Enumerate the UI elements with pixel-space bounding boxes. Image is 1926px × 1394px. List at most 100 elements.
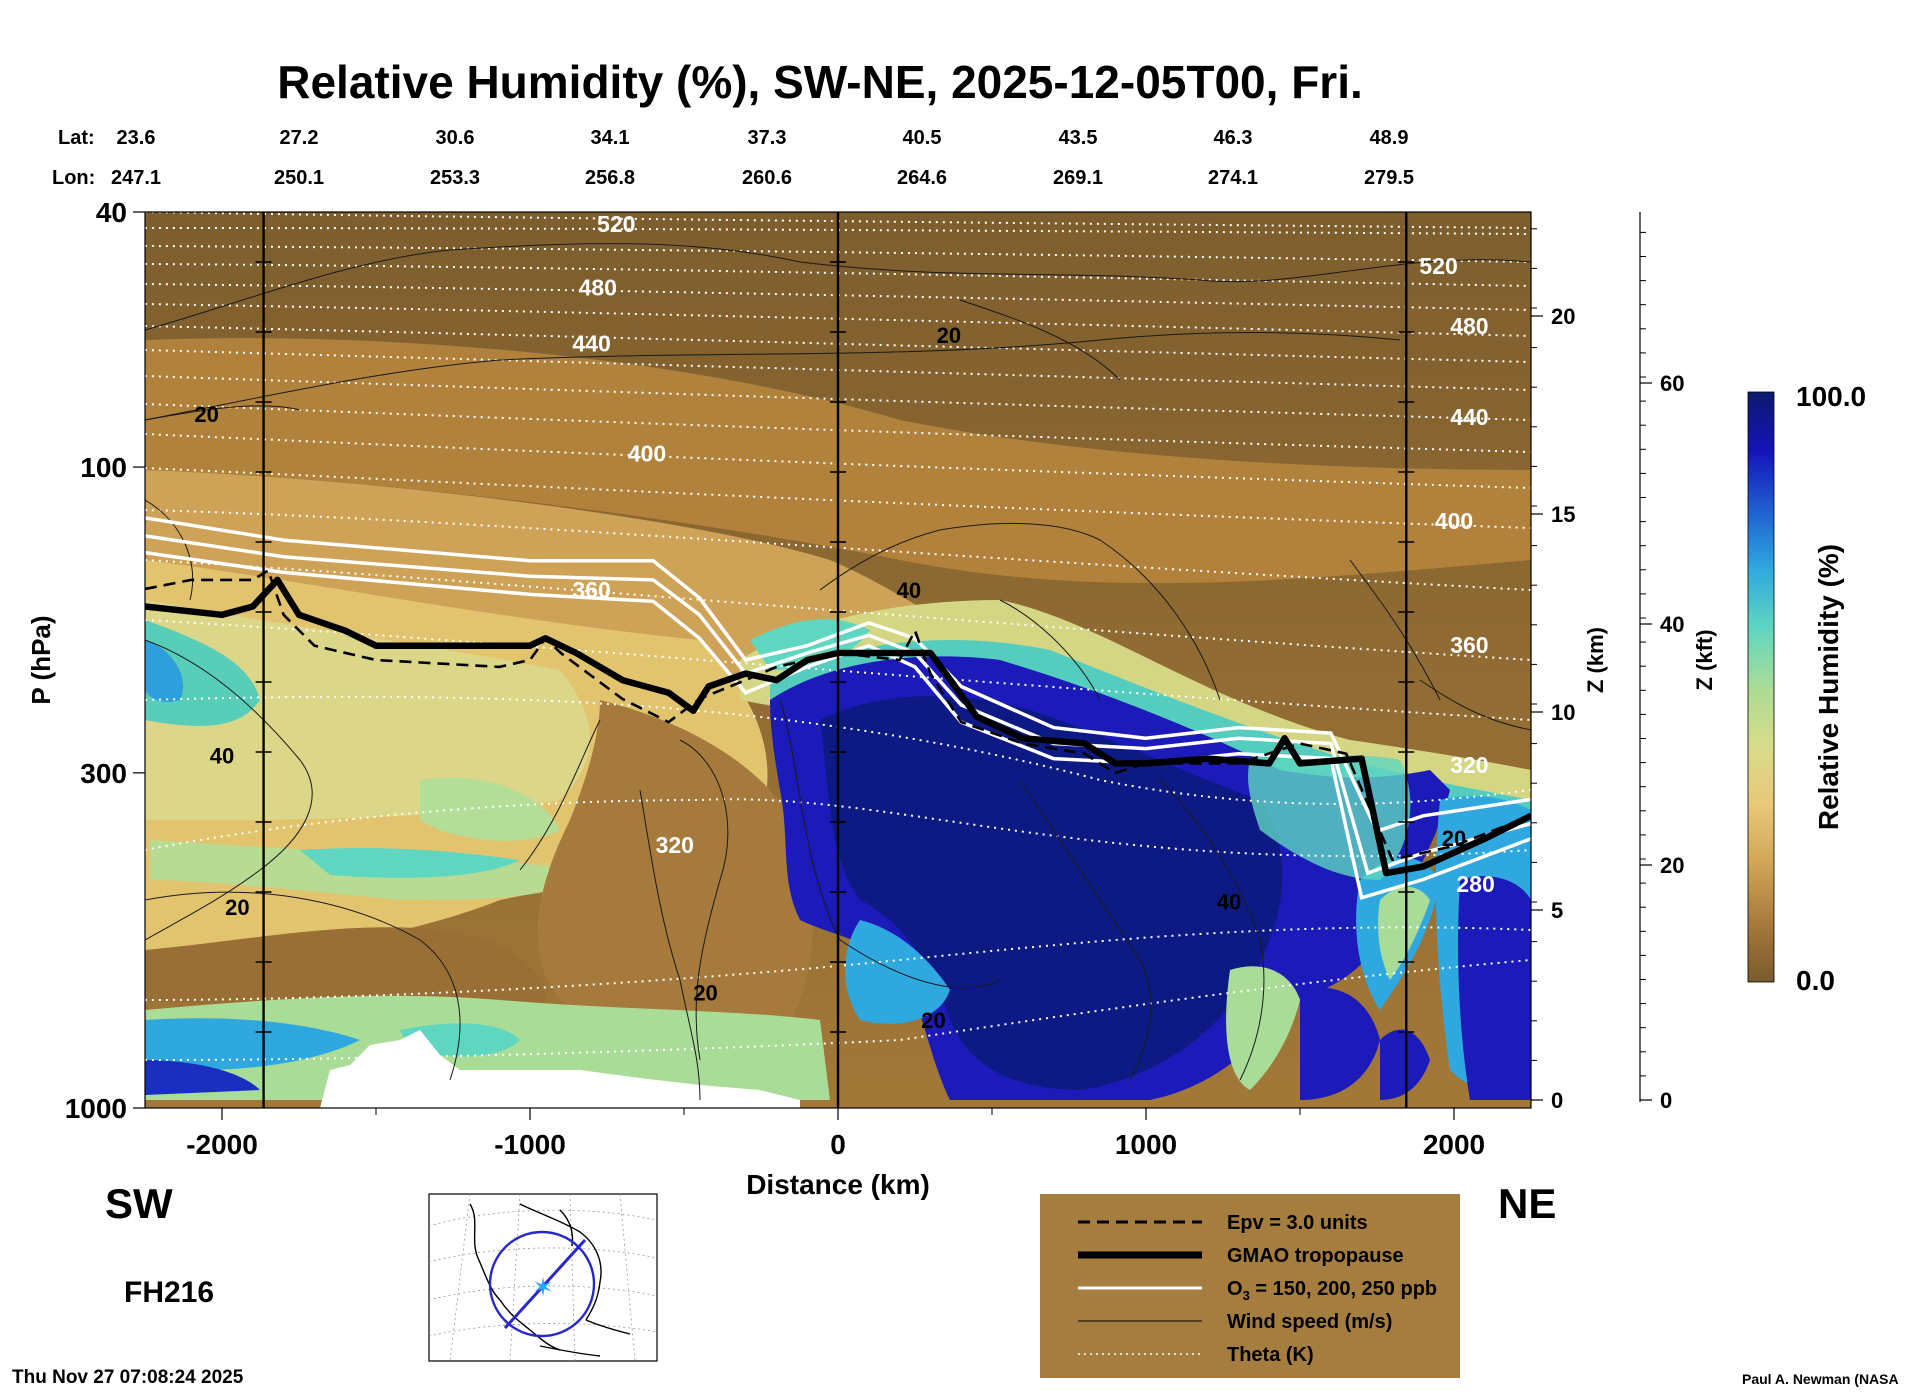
plot-area: 20 20 40 40 20 20 20 40 20 520 480 440 400 360 320 520 4… [145, 211, 1531, 1108]
lat-value: 37.3 [748, 127, 787, 149]
footer-credit: Paul A. Newman (NASA [1742, 1371, 1899, 1387]
tropopause-polyline [145, 576, 1531, 877]
lon-value: 253.3 [430, 167, 480, 189]
theta-contour-label: 400 [1435, 508, 1473, 534]
z-km-label: Z (km) [1583, 627, 1608, 693]
x-tick-label: -1000 [494, 1129, 566, 1160]
lon-label: Lon: [52, 167, 95, 189]
legend: Epv = 3.0 units GMAO tropopause O3 = 150, … [1040, 1194, 1460, 1378]
colorbar-gradient [1747, 391, 1775, 983]
theta-contour-label: 320 [656, 832, 694, 858]
theta-contours [145, 212, 1531, 1061]
theta-contour-label: 480 [579, 275, 617, 301]
sw-label: SW [105, 1180, 173, 1227]
wind-contour-label: 20 [921, 1008, 945, 1033]
legend-item-label: Epv = 3.0 units [1227, 1212, 1368, 1234]
theta-contour-label: 360 [572, 577, 610, 603]
ozone-line [145, 516, 1531, 834]
wind-contour-label: 40 [897, 578, 921, 603]
lat-lon-header: Lat: Lon: 23.6 27.2 30.6 34.1 37.3 40.5 43.5 46… [52, 127, 1414, 189]
wind-contour-label: 20 [937, 323, 961, 348]
inset-map: ✶ [428, 1193, 658, 1362]
lon-value: 274.1 [1208, 167, 1258, 189]
lat-value: 23.6 [117, 127, 156, 149]
colorbar-max: 100.0 [1796, 381, 1866, 412]
tropopause-line [145, 576, 1531, 877]
y-tick-label: 300 [80, 758, 127, 789]
y-tick-label: 40 [96, 197, 127, 228]
lat-label: Lat: [58, 127, 95, 149]
theta-contour-label: 320 [1450, 752, 1488, 778]
legend-item-label: GMAO tropopause [1227, 1245, 1404, 1267]
chart-title: Relative Humidity (%), SW-NE, 2025-12-05… [277, 56, 1363, 108]
wind-speed-contours [145, 243, 1531, 1101]
z-kft-axis: 0 20 40 60 [1639, 212, 1684, 1113]
contour-labels: 20 20 40 40 20 20 20 40 20 520 480 440 400 360 320 520 4… [194, 211, 1494, 1033]
x-tick-label: -2000 [186, 1129, 258, 1160]
wind-contour-label: 20 [1442, 826, 1466, 851]
lat-value: 27.2 [280, 127, 319, 149]
x-tick-label: 2000 [1423, 1129, 1485, 1160]
theta-contour-label: 360 [1450, 632, 1488, 658]
section-range-ellipse [488, 1230, 596, 1338]
theta-contour-label: 400 [628, 440, 666, 466]
ozone-line [145, 550, 1531, 901]
forecast-hour: FH216 [124, 1276, 214, 1309]
legend-item-label: Theta (K) [1227, 1344, 1314, 1366]
x-tick-label: 0 [830, 1129, 846, 1160]
y-tick-label: 1000 [65, 1093, 127, 1124]
z-kft-tick-label: 20 [1660, 853, 1684, 878]
legend-item-label: O3 = 150, 200, 250 ppb [1227, 1278, 1437, 1303]
wind-contour-label: 40 [1217, 889, 1241, 914]
footer-timestamp: Thu Nov 27 07:08:24 2025 [12, 1367, 244, 1388]
z-km-tick-label: 15 [1551, 502, 1575, 527]
z-km-tick-label: 10 [1551, 700, 1575, 725]
y-axis: 40 100 300 1000 [65, 197, 145, 1124]
y-axis-label: P (hPa) [26, 615, 56, 704]
wind-contour-label: 20 [194, 402, 218, 427]
theta-contour-label: 520 [597, 211, 635, 237]
y-tick-label: 100 [80, 452, 127, 483]
z-km-tick-label: 20 [1551, 304, 1575, 329]
lon-value: 264.6 [897, 167, 947, 189]
z-km-axis: 0 5 10 15 20 [1531, 228, 1575, 1113]
wind-contour-label: 20 [225, 895, 249, 920]
z-kft-tick-label: 0 [1660, 1088, 1672, 1113]
colorbar-min: 0.0 [1796, 965, 1835, 996]
z-kft-tick-label: 40 [1660, 612, 1684, 637]
lon-value: 247.1 [111, 167, 161, 189]
lon-value: 279.5 [1364, 167, 1414, 189]
x-axis: -2000 -1000 0 1000 2000 [186, 1108, 1485, 1160]
theta-contour-label: 480 [1450, 313, 1488, 339]
z-kft-label: Z (kft) [1692, 629, 1717, 690]
legend-item-label: Wind speed (m/s) [1227, 1311, 1392, 1333]
lat-value: 46.3 [1214, 127, 1253, 149]
lon-value: 269.1 [1053, 167, 1103, 189]
lat-value: 34.1 [591, 127, 630, 149]
lon-value: 250.1 [274, 167, 324, 189]
x-tick-label: 1000 [1115, 1129, 1177, 1160]
lat-value: 30.6 [436, 127, 475, 149]
z-kft-tick-label: 60 [1660, 371, 1684, 396]
wind-contour-label: 40 [210, 743, 234, 768]
colorbar: 100.0 0.0 Relative Humidity (%) [1747, 381, 1866, 996]
lat-value: 43.5 [1059, 127, 1098, 149]
lat-value: 48.9 [1370, 127, 1409, 149]
theta-contour-label: 520 [1419, 253, 1457, 279]
x-axis-label: Distance (km) [746, 1169, 930, 1200]
section-center-star: ✶ [532, 1272, 554, 1302]
lat-value: 40.5 [903, 127, 942, 149]
z-km-tick-label: 0 [1551, 1088, 1563, 1113]
section-markers [255, 212, 1415, 1108]
lon-value: 260.6 [742, 167, 792, 189]
z-km-tick-label: 5 [1551, 898, 1563, 923]
theta-contour-label: 280 [1456, 871, 1494, 897]
wind-contour-label: 20 [693, 981, 717, 1006]
theta-contour-label: 440 [1450, 404, 1488, 430]
colorbar-label: Relative Humidity (%) [1813, 544, 1844, 830]
theta-contour-label: 440 [572, 330, 610, 356]
section-path-line [503, 1238, 587, 1330]
lon-value: 256.8 [585, 167, 635, 189]
ne-label: NE [1498, 1180, 1556, 1227]
